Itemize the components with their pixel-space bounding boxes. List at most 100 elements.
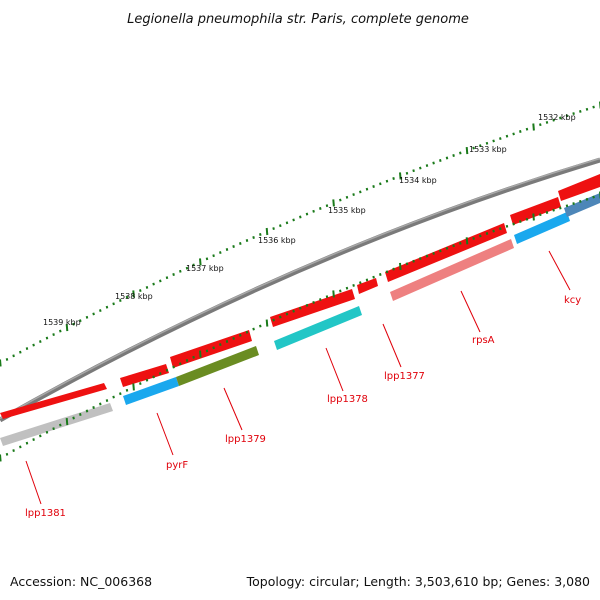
scale-tick-minor: [192, 263, 195, 267]
leader-line: [325, 347, 344, 392]
inner-scale-tick-minor: [125, 388, 129, 392]
inner-scale-tick-minor: [279, 315, 282, 319]
gene-bar-cyan: [274, 306, 362, 350]
inner-scale-tick-minor: [565, 204, 569, 208]
inner-scale-tick-minor: [325, 295, 329, 299]
scale-tick-major: [399, 172, 402, 180]
leader-line: [156, 412, 174, 456]
gene-label-pyrF: pyrF: [166, 460, 188, 471]
inner-scale-tick-minor: [145, 378, 149, 382]
scale-tick-minor: [79, 319, 82, 323]
inner-scale-tick-minor: [12, 449, 15, 453]
scale-tick-minor: [319, 207, 322, 210]
inner-scale-tick-minor: [419, 257, 422, 261]
inner-scale-tick-minor: [492, 229, 495, 233]
inner-scale-tick-minor: [452, 244, 455, 248]
inner-scale-tick-minor: [545, 211, 549, 214]
scale-tick-minor: [572, 112, 575, 116]
scale-tick-minor: [292, 218, 295, 222]
leader-line: [548, 250, 571, 291]
inner-scale-tick-minor: [52, 427, 55, 431]
scale-tick-minor: [325, 204, 329, 208]
inner-scale-tick-minor: [445, 246, 449, 250]
scale-tick-minor: [252, 236, 255, 239]
inner-scale-tick-minor: [165, 368, 169, 372]
inner-scale-tick-major: [399, 262, 402, 270]
gene-bar-blue: [123, 377, 179, 405]
scale-tick-minor: [565, 114, 569, 118]
kbp-label-1534: 1534 kbp: [399, 176, 437, 185]
scale-tick-minor: [45, 336, 49, 340]
inner-scale-tick-minor: [439, 249, 442, 253]
scale-tick-minor: [372, 185, 375, 188]
genome-backbone: [0, 157, 600, 423]
gene-track: [0, 174, 600, 446]
gene-label-lpp1377: lpp1377: [384, 371, 425, 382]
scale-tick-minor: [145, 285, 149, 289]
scale-tick-minor: [505, 134, 509, 138]
leader-line: [223, 387, 243, 431]
inner-scale-tick-major: [332, 290, 335, 298]
scale-tick-minor: [19, 350, 22, 354]
gene-arrow: [357, 278, 378, 294]
scale-tick-minor: [552, 118, 555, 122]
scale-tick-minor: [365, 187, 369, 191]
scale-tick-major: [532, 123, 535, 131]
inner-scale-tick-minor: [232, 336, 235, 340]
gene-bar-blue: [514, 212, 570, 244]
inner-scale-tick-minor: [79, 413, 82, 416]
gene-arrow: [385, 223, 507, 282]
inner-scale-tick-minor: [205, 349, 209, 353]
inner-scale-tick-minor: [272, 318, 275, 322]
scale-tick-major: [0, 359, 2, 367]
gene-bar-olive: [176, 346, 259, 386]
scale-tick-minor: [212, 254, 215, 258]
inner-scale-tick-minor: [352, 283, 355, 287]
inner-scale-tick-major: [465, 237, 469, 245]
scale-tick-minor: [112, 302, 115, 306]
gene-label-kcy: kcy: [564, 295, 581, 306]
scale-tick-minor: [585, 107, 589, 111]
scale-tick-minor: [405, 171, 409, 175]
inner-scale-tick-minor: [319, 298, 322, 302]
gene-arrow: [270, 289, 355, 327]
scale-tick-minor: [139, 289, 142, 293]
accession-text: Accession: NC_006368: [10, 574, 152, 589]
inner-scale-tick-minor: [99, 402, 102, 406]
leader-line: [460, 290, 481, 333]
inner-scale-tick-minor: [552, 208, 555, 212]
scale-tick-minor: [472, 146, 475, 150]
genome-summary-text: Topology: circular; Length: 3,503,610 bp…: [246, 574, 590, 589]
kbp-label-1535: 1535 kbp: [328, 206, 366, 215]
inner-scale-tick-minor: [472, 236, 475, 240]
scale-tick-minor: [85, 315, 89, 319]
inner-scale-tick-minor: [119, 392, 122, 396]
inner-scale-tick-minor: [525, 217, 529, 221]
scale-tick-minor: [32, 343, 35, 347]
inner-scale-tick-minor: [292, 309, 295, 313]
gene-bar-steelblue: [564, 193, 600, 217]
scale-tick-minor: [99, 309, 102, 313]
inner-scale-tick-minor: [5, 452, 9, 456]
inner-scale-tick-minor: [345, 286, 349, 290]
scale-tick-minor: [219, 251, 222, 255]
inner-scale-tick-minor: [412, 259, 415, 263]
inner-scale-tick-minor: [152, 375, 155, 379]
scale-tick-minor: [152, 282, 155, 286]
inner-scale-tick-minor: [45, 430, 49, 434]
inner-scale-tick-minor: [592, 195, 595, 199]
leader-line: [25, 460, 42, 505]
scale-tick-minor: [559, 116, 562, 120]
inner-scale-tick-minor: [499, 227, 502, 231]
scale-tick-minor: [419, 166, 422, 170]
inner-scale-tick-minor: [312, 300, 315, 304]
inner-scale-tick-minor: [365, 278, 369, 282]
scale-tick-minor: [512, 132, 515, 136]
gene-label-rpsA: rpsA: [472, 335, 495, 346]
inner-scale-tick-minor: [159, 372, 162, 376]
gene-arrow: [170, 330, 252, 368]
inner-scale-tick-minor: [172, 365, 175, 369]
kbp-label-1537: 1537 kbp: [186, 264, 224, 273]
scale-tick-major: [465, 147, 469, 155]
scale-tick-minor: [259, 233, 262, 236]
